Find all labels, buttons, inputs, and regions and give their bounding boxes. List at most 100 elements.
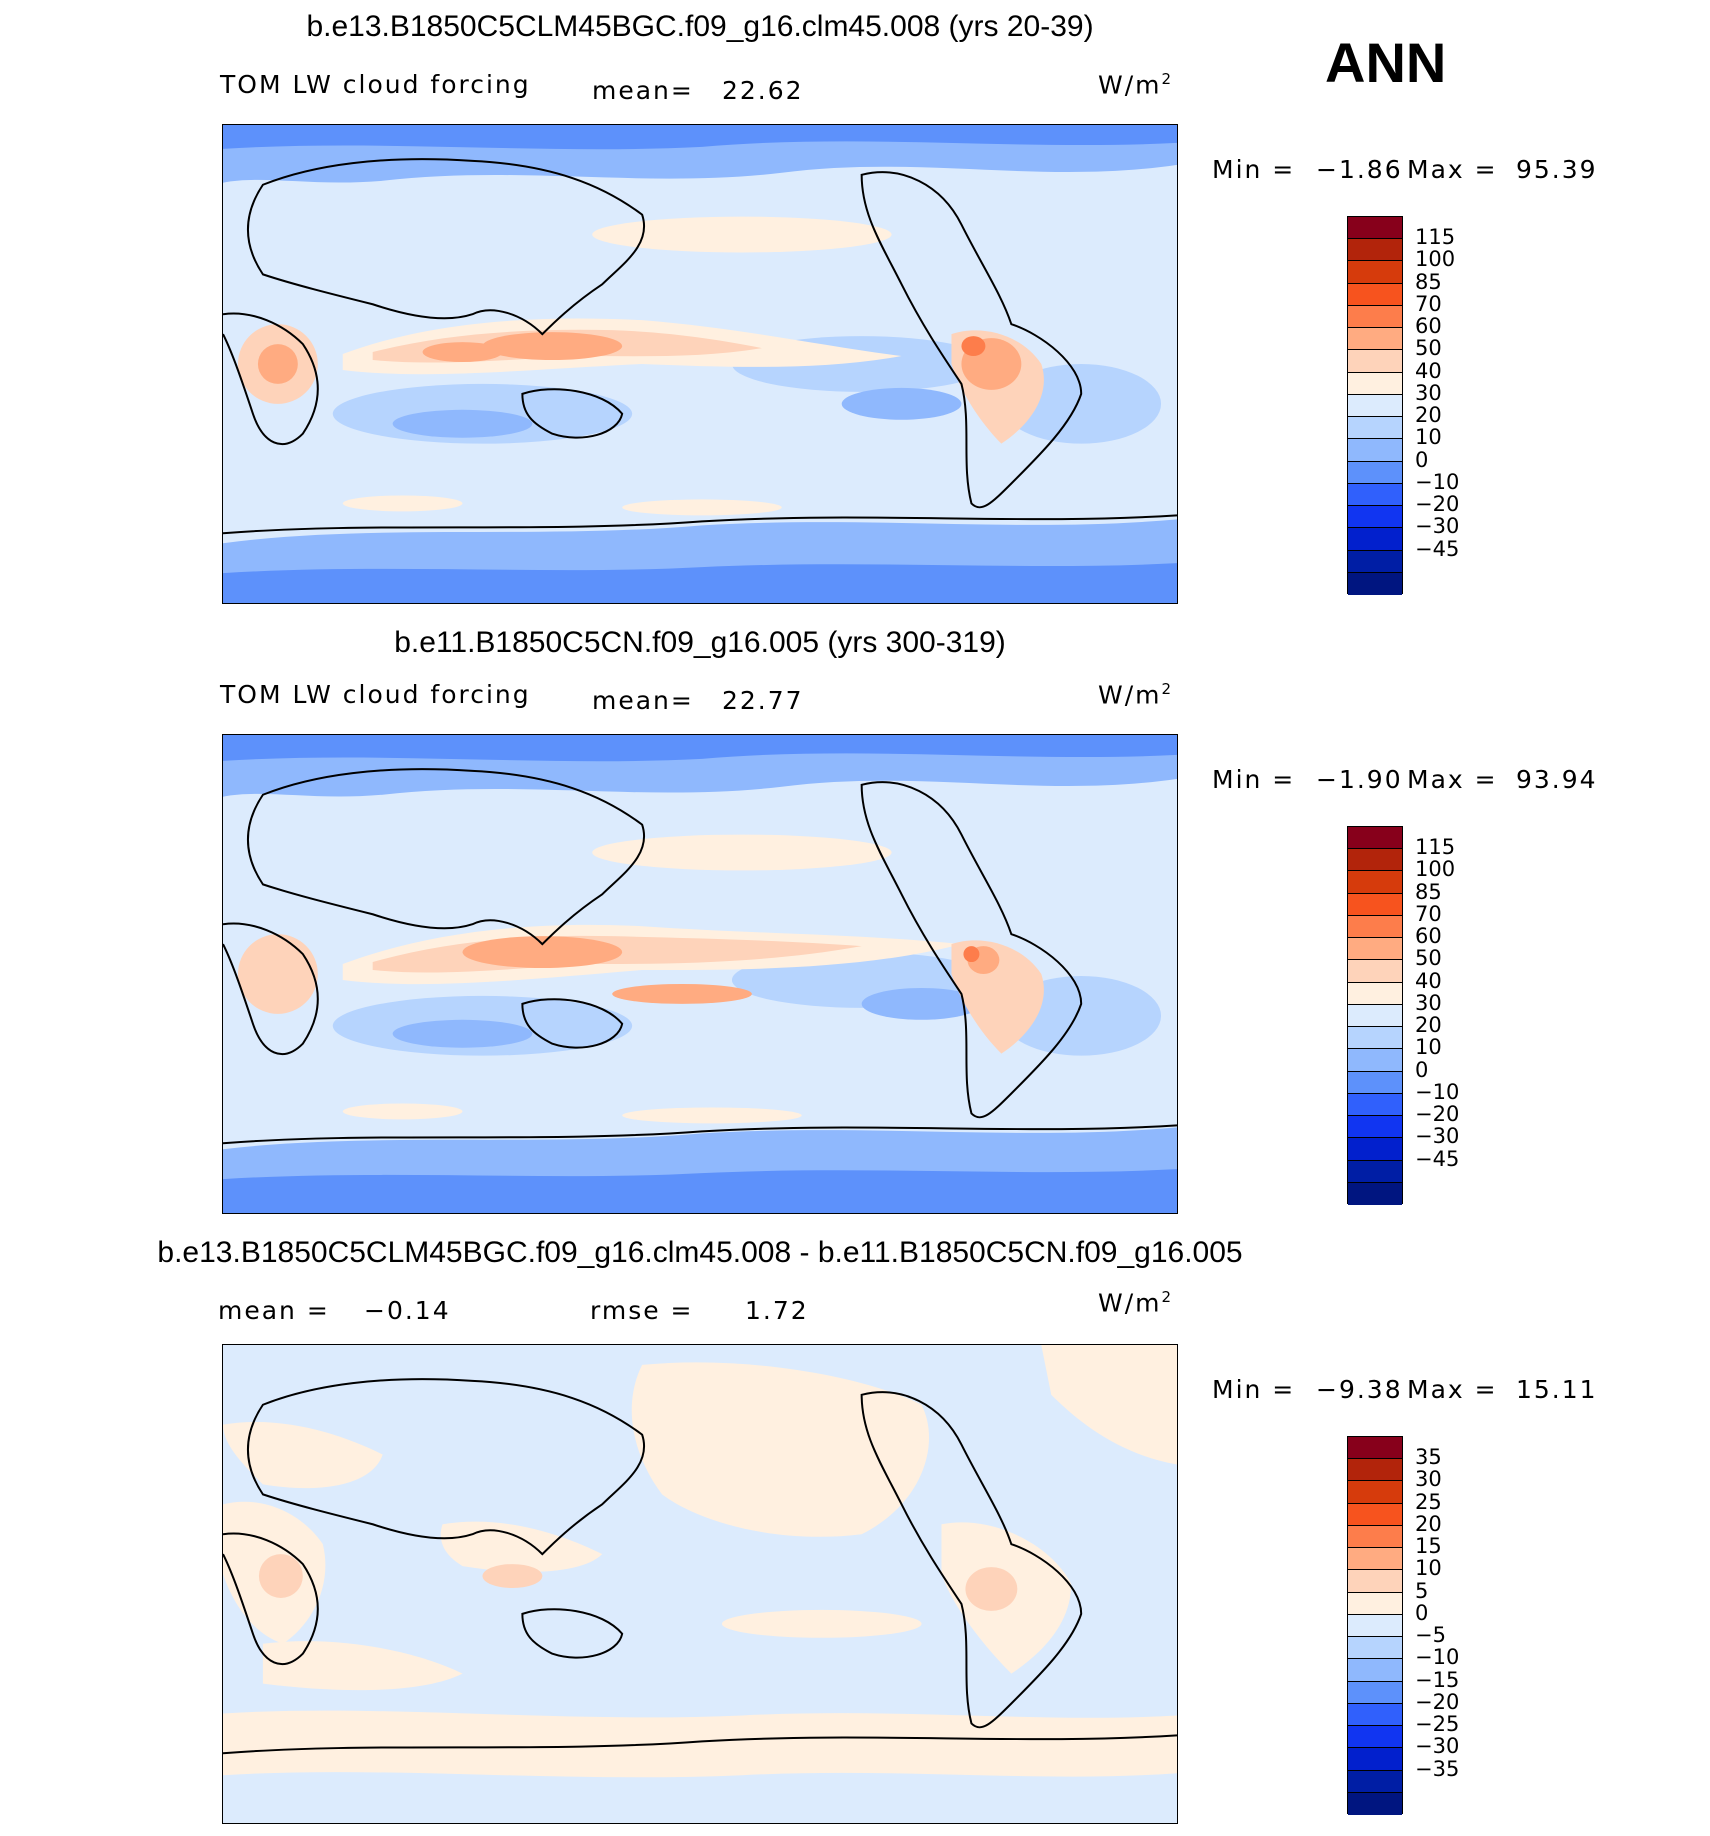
colorbar-tick-label: −35 <box>1415 1756 1460 1781</box>
panel-1-title: b.e13.B1850C5CLM45BGC.f09_g16.clm45.008 … <box>306 10 1094 43</box>
colorbar-tick-label: 40 <box>1415 968 1442 993</box>
colorbar-tick-label: −45 <box>1415 536 1460 561</box>
colorbar-segment <box>1348 1503 1402 1526</box>
colorbar-segment <box>1348 938 1402 961</box>
colorbar-tick-label: 5 <box>1415 1578 1429 1603</box>
colorbar-segment <box>1348 1116 1402 1139</box>
panel-1-variable-label: TOM LW cloud forcing <box>220 70 531 99</box>
colorbar-segment <box>1348 1437 1402 1460</box>
panel-1-max-value: 95.39 <box>1516 155 1598 184</box>
panel-3-max-label: Max = <box>1407 1375 1498 1404</box>
colorbar-tick-label: −5 <box>1415 1623 1446 1648</box>
colorbar-segment <box>1348 1703 1402 1727</box>
colorbar-segment <box>1348 350 1402 373</box>
colorbar-tick-label: 85 <box>1415 879 1442 904</box>
colorbar-tick-label: −20 <box>1415 492 1460 517</box>
colorbar-tick-label: −30 <box>1415 514 1460 539</box>
panel-2-map <box>222 734 1178 1214</box>
colorbar-segment <box>1348 1592 1402 1615</box>
colorbar-tick-label: 10 <box>1415 1035 1442 1060</box>
colorbar-segment <box>1348 1637 1402 1660</box>
colorbar-tick-label: 0 <box>1415 1600 1429 1625</box>
colorbar-segment <box>1348 1614 1402 1638</box>
colorbar-segment <box>1348 915 1402 939</box>
colorbar-segment <box>1348 217 1402 240</box>
colorbar-tick-label: 115 <box>1415 835 1456 860</box>
colorbar-segment <box>1348 550 1402 573</box>
panel-2-title: b.e11.B1850C5CN.f09_g16.005 (yrs 300-319… <box>394 626 1006 659</box>
colorbar-tick-label: 20 <box>1415 403 1442 428</box>
colorbar-segment <box>1348 1748 1402 1771</box>
panel-1-min-value: −1.86 <box>1316 155 1403 184</box>
colorbar-tick-label: 20 <box>1415 1511 1442 1536</box>
colorbar-tick-label: 0 <box>1415 447 1429 472</box>
colorbar-segment <box>1348 1525 1402 1549</box>
colorbar-segment <box>1348 1004 1402 1028</box>
colorbar-segment <box>1348 1459 1402 1482</box>
panel-1-colorbar <box>1347 216 1403 595</box>
colorbar-tick-label: 35 <box>1415 1445 1442 1470</box>
colorbar-tick-label: 10 <box>1415 425 1442 450</box>
colorbar-segment <box>1348 893 1402 916</box>
panel-3-units: W/m2 <box>1098 1288 1174 1318</box>
colorbar-segment <box>1348 1160 1402 1183</box>
colorbar-tick-label: 50 <box>1415 336 1442 361</box>
colorbar-segment <box>1348 1792 1402 1815</box>
colorbar-segment <box>1348 982 1402 1005</box>
colorbar-segment <box>1348 328 1402 351</box>
colorbar-segment <box>1348 827 1402 850</box>
colorbar-tick-label: 30 <box>1415 380 1442 405</box>
colorbar-segment <box>1348 439 1402 462</box>
colorbar-segment <box>1348 871 1402 894</box>
panel-3-min-value: −9.38 <box>1316 1375 1403 1404</box>
colorbar-segment <box>1348 239 1402 262</box>
panel-3-rmse-label: rmse = <box>590 1296 694 1325</box>
panel-1-min-label: Min = <box>1212 155 1296 184</box>
panel-2-colorbar <box>1347 826 1403 1205</box>
panel-1-units: W/m2 <box>1098 70 1174 100</box>
colorbar-segment <box>1348 372 1402 395</box>
panel-2-variable-label: TOM LW cloud forcing <box>220 680 531 709</box>
colorbar-segment <box>1348 1726 1402 1749</box>
panel-3-max-value: 15.11 <box>1516 1375 1598 1404</box>
panel-2-mean-label: mean= <box>592 686 694 715</box>
colorbar-tick-label: −30 <box>1415 1734 1460 1759</box>
panel-3-min-label: Min = <box>1212 1375 1296 1404</box>
panel-3-rmse-value: 1.72 <box>745 1296 809 1325</box>
colorbar-segment <box>1348 1770 1402 1793</box>
colorbar-segment <box>1348 1071 1402 1094</box>
panel-3-mean-value: −0.14 <box>364 1296 451 1325</box>
colorbar-segment <box>1348 283 1402 306</box>
colorbar-tick-label: 15 <box>1415 1534 1442 1559</box>
colorbar-tick-label: 70 <box>1415 901 1442 926</box>
season-label: ANN <box>1325 31 1447 94</box>
colorbar-segment <box>1348 461 1402 484</box>
colorbar-segment <box>1348 1659 1402 1682</box>
colorbar-segment <box>1348 305 1402 329</box>
colorbar-segment <box>1348 1182 1402 1205</box>
colorbar-segment <box>1348 1027 1402 1050</box>
colorbar-segment <box>1348 1681 1402 1704</box>
panel-2-min-label: Min = <box>1212 765 1296 794</box>
panel-2-max-label: Max = <box>1407 765 1498 794</box>
colorbar-tick-label: 0 <box>1415 1057 1429 1082</box>
colorbar-segment <box>1348 1481 1402 1504</box>
colorbar-tick-label: 20 <box>1415 1013 1442 1038</box>
colorbar-segment <box>1348 1138 1402 1161</box>
colorbar-segment <box>1348 394 1402 418</box>
panel-1-map <box>222 124 1178 604</box>
colorbar-tick-label: 60 <box>1415 314 1442 339</box>
colorbar-segment <box>1348 506 1402 529</box>
colorbar-tick-label: 25 <box>1415 1489 1442 1514</box>
colorbar-segment <box>1348 261 1402 284</box>
colorbar-tick-label: −20 <box>1415 1689 1460 1714</box>
panel-3-mean-label: mean = <box>218 1296 330 1325</box>
panel-3-map <box>222 1344 1178 1824</box>
colorbar-tick-label: 30 <box>1415 1467 1442 1492</box>
panel-3-title: b.e13.B1850C5CLM45BGC.f09_g16.clm45.008 … <box>157 1236 1243 1269</box>
panel-3-colorbar <box>1347 1436 1403 1815</box>
colorbar-segment <box>1348 417 1402 440</box>
colorbar-tick-label: −45 <box>1415 1146 1460 1171</box>
colorbar-tick-label: 50 <box>1415 946 1442 971</box>
colorbar-tick-label: −25 <box>1415 1712 1460 1737</box>
